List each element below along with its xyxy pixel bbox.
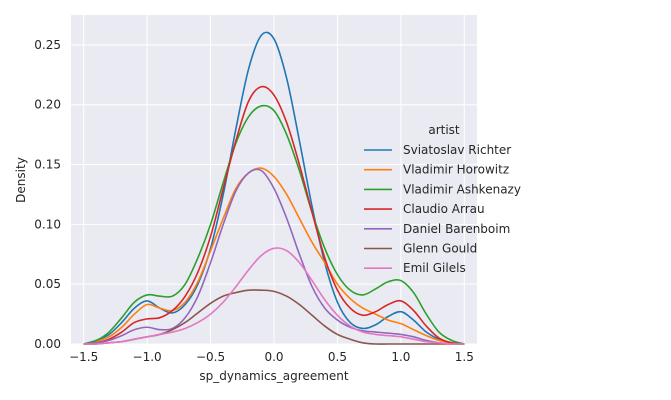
series-line-sviatoslav-richter	[83, 31, 465, 345]
y-tick-label: 0.10	[34, 217, 61, 231]
x-tick-label: 0.5	[328, 350, 347, 364]
x-tick-label: 1.0	[391, 350, 410, 364]
series-line-emil-gilels	[83, 247, 465, 345]
y-tick-label: 0.05	[34, 277, 61, 291]
legend: artist Sviatoslav Richter Vladimir Horowi…	[364, 123, 521, 275]
grid-lines	[71, 15, 477, 345]
y-tick-label: 0.00	[34, 337, 61, 351]
y-axis-label: Density	[14, 157, 28, 203]
y-tick-label: 0.25	[34, 38, 61, 52]
series-line-vladimir-ashkenazy	[83, 104, 465, 345]
series-line-daniel-barenboim	[83, 168, 465, 345]
legend-title: artist	[428, 123, 460, 137]
legend-label-claudio-arrau: Claudio Arrau	[403, 202, 485, 216]
legend-label-vladimir-horowitz: Vladimir Horowitz	[403, 163, 509, 177]
x-axis-ticks: −1.5 −1.0 −0.5 0.0 0.5 1.0 1.5	[69, 350, 474, 364]
density-curves	[83, 31, 465, 345]
series-line-vladimir-horowitz	[83, 167, 465, 345]
legend-label-emil-gilels: Emil Gilels	[403, 261, 466, 275]
legend-label-sviatoslav-richter: Sviatoslav Richter	[403, 143, 511, 157]
y-tick-label: 0.15	[34, 158, 61, 172]
x-axis-label: sp_dynamics_agreement	[199, 369, 349, 383]
y-axis-ticks: 0.00 0.05 0.10 0.15 0.20 0.25	[34, 38, 61, 351]
x-tick-label: −0.5	[196, 350, 225, 364]
series-line-claudio-arrau	[83, 85, 465, 345]
y-tick-label: 0.20	[34, 98, 61, 112]
x-tick-label: −1.5	[69, 350, 98, 364]
x-tick-label: 1.5	[455, 350, 474, 364]
legend-label-daniel-barenboim: Daniel Barenboim	[403, 222, 510, 236]
x-tick-label: −1.0	[133, 350, 162, 364]
x-tick-label: 0.0	[264, 350, 283, 364]
legend-label-vladimir-ashkenazy: Vladimir Ashkenazy	[403, 182, 521, 196]
legend-label-glenn-gould: Glenn Gould	[403, 242, 477, 256]
